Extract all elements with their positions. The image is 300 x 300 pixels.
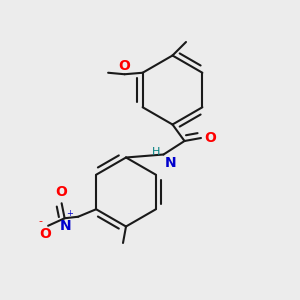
Text: +: +: [67, 209, 73, 218]
Text: O: O: [119, 59, 130, 73]
Text: O: O: [205, 131, 217, 145]
Text: N: N: [59, 219, 71, 233]
Text: O: O: [39, 227, 51, 241]
Text: H: H: [152, 147, 160, 157]
Text: O: O: [56, 185, 68, 199]
Text: N: N: [165, 156, 177, 170]
Text: -: -: [39, 216, 43, 226]
